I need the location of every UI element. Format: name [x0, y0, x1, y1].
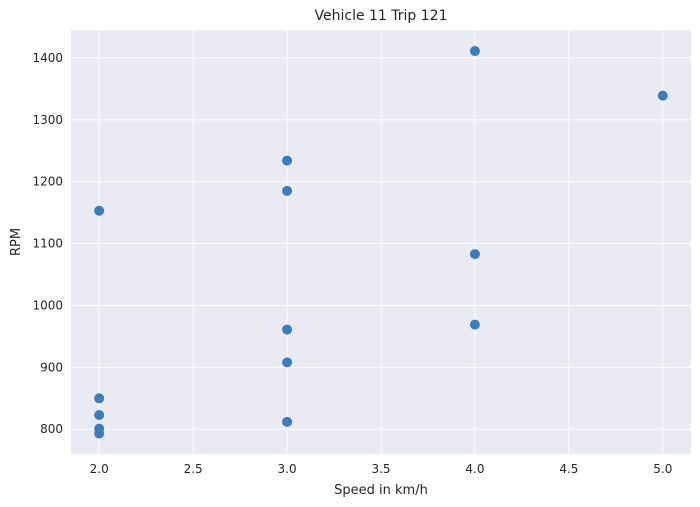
- data-points: [94, 46, 668, 439]
- y-tick-label: 800: [40, 422, 63, 436]
- x-axis-ticks: 2.0 2.5 3.0 3.5 4.0 4.5 5.0: [90, 462, 673, 476]
- y-tick-label: 1300: [32, 113, 63, 127]
- x-axis-label: Speed in km/h: [334, 483, 428, 498]
- x-tick-label: 5.0: [653, 462, 672, 476]
- y-tick-label: 1100: [32, 237, 63, 251]
- data-point: [282, 324, 293, 335]
- data-point: [469, 46, 480, 57]
- data-point: [94, 410, 105, 421]
- x-tick-label: 2.5: [184, 462, 203, 476]
- y-tick-label: 1200: [32, 175, 63, 189]
- x-tick-label: 4.0: [465, 462, 484, 476]
- data-point: [657, 90, 668, 101]
- data-point: [94, 205, 105, 216]
- chart-title: Vehicle 11 Trip 121: [315, 8, 448, 24]
- y-tick-label: 900: [40, 360, 63, 374]
- grid-lines: [71, 30, 691, 454]
- data-point: [282, 416, 293, 427]
- x-tick-label: 2.0: [90, 462, 109, 476]
- data-point: [469, 249, 480, 260]
- x-tick-label: 4.5: [559, 462, 578, 476]
- data-point: [469, 319, 480, 330]
- y-axis-ticks: 800 900 1000 1100 1200 1300 1400: [32, 51, 63, 436]
- data-point: [282, 357, 293, 368]
- y-axis-label: RPM: [9, 228, 24, 256]
- data-point: [282, 185, 293, 196]
- data-point: [94, 428, 105, 439]
- y-tick-label: 1000: [32, 298, 63, 312]
- x-tick-label: 3.0: [278, 462, 297, 476]
- data-point: [282, 155, 293, 166]
- x-tick-label: 3.5: [371, 462, 390, 476]
- y-tick-label: 1400: [32, 51, 63, 65]
- data-point: [94, 393, 105, 404]
